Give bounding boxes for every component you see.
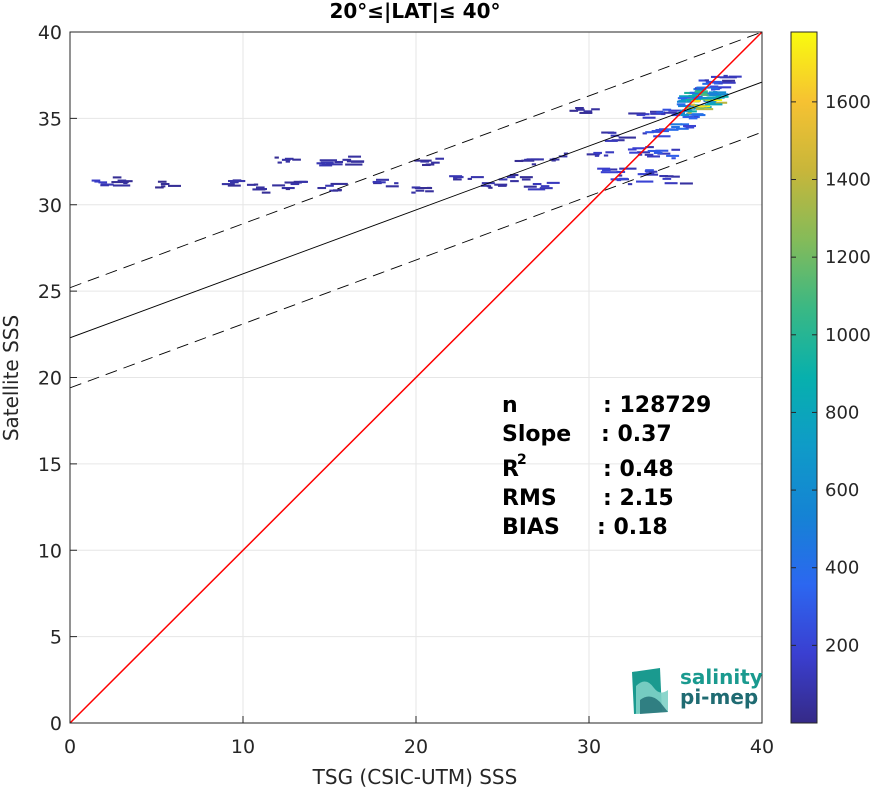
density-cell: [662, 123, 697, 131]
density-cell: [316, 159, 343, 167]
stat-r2-value: : 0.48: [603, 457, 674, 482]
density-cell: [111, 176, 133, 187]
x-tick-label: 10: [231, 736, 255, 758]
chart-title: 20°≤|LAT|≤ 40°: [329, 0, 500, 23]
stat-slope-label: Slope: [502, 422, 571, 447]
logo-text-salinity: salinity: [680, 665, 763, 689]
density-cell: [155, 180, 181, 189]
density-cell: [698, 79, 736, 89]
y-tick-label: 30: [38, 195, 62, 217]
colorbar-tick-label: 600: [825, 480, 859, 501]
y-tick-label: 25: [38, 281, 62, 303]
density-cell: [704, 74, 742, 82]
colorbar: [790, 31, 818, 724]
density-cell: [449, 175, 484, 181]
colorbar-tick-label: 1000: [825, 325, 871, 346]
x-tick-label: 30: [577, 736, 601, 758]
colorbar-tick-label: 1200: [825, 247, 871, 268]
stat-n-label: n: [502, 393, 518, 418]
logo-text-pimep: pi-mep: [680, 685, 758, 709]
stat-r2-superscript: 2: [517, 452, 527, 468]
density-cell: [372, 178, 399, 188]
stat-bias-label: BIAS: [502, 515, 560, 540]
x-tick-label: 0: [64, 736, 76, 758]
density-cell: [274, 156, 301, 164]
salinity-pi-mep-logo: salinity pi-mep: [632, 665, 763, 714]
density-cell: [334, 155, 365, 166]
colorbar-tick-label: 200: [825, 635, 859, 656]
identity-line: [70, 32, 762, 723]
colorbar-tick-label: 400: [825, 558, 859, 579]
density-cell: [647, 148, 681, 160]
density-cell: [523, 181, 560, 191]
stat-bias-value: : 0.18: [597, 515, 668, 540]
x-axis-ticks: 0 10 20 30 40: [64, 716, 774, 758]
regression-lines: [70, 32, 762, 723]
colorbar-ticks: 200 400 600 800 1000 1200 1400 1600: [791, 92, 871, 656]
stat-slope-value: : 0.37: [601, 422, 672, 447]
fit-lower-bound-line: [70, 131, 762, 389]
density-cell: [221, 179, 256, 187]
colorbar-tick-label: 1600: [825, 92, 871, 113]
y-tick-label: 15: [38, 454, 62, 476]
y-tick-label: 10: [38, 540, 62, 562]
stat-rms-value: : 2.15: [603, 486, 674, 511]
density-cell: [586, 151, 615, 157]
y-tick-label: 35: [38, 108, 62, 130]
x-tick-label: 20: [404, 736, 428, 758]
x-axis-label: TSG (CSIC-UTM) SSS: [312, 765, 518, 789]
y-tick-label: 40: [38, 22, 62, 44]
density-cell: [91, 179, 114, 187]
logo-wave-icon-base: [640, 696, 668, 714]
density-cell: [281, 180, 308, 191]
fit-upper-bound-line: [70, 32, 762, 289]
stat-r2-label: R: [502, 457, 519, 482]
density-cell: [252, 183, 286, 194]
y-tick-label: 0: [50, 713, 62, 735]
density-cell: [514, 158, 544, 166]
y-axis-label: Satellite SSS: [0, 315, 23, 441]
stats-box: n : 128729 Slope : 0.37 R 2 : 0.48 RMS :…: [502, 393, 711, 540]
stat-rms-label: RMS: [502, 486, 557, 511]
density-cell: [601, 131, 636, 142]
density-cell: [317, 182, 348, 192]
y-tick-label: 5: [50, 627, 62, 649]
density-cell: [659, 174, 693, 185]
x-tick-label: 40: [750, 736, 774, 758]
y-axis-ticks: 0 5 10 15 20 25 30 35 40: [38, 22, 77, 735]
density-cell: [569, 107, 600, 114]
density-cell: [411, 186, 434, 194]
colorbar-tick-label: 1400: [825, 170, 871, 191]
stat-n-value: : 128729: [603, 393, 711, 418]
fit-line: [70, 81, 762, 339]
y-tick-label: 20: [38, 368, 62, 390]
density-cell: [610, 174, 654, 186]
density-cell: [498, 173, 533, 183]
colorbar-tick-label: 800: [825, 402, 859, 423]
density-cell: [414, 157, 445, 167]
